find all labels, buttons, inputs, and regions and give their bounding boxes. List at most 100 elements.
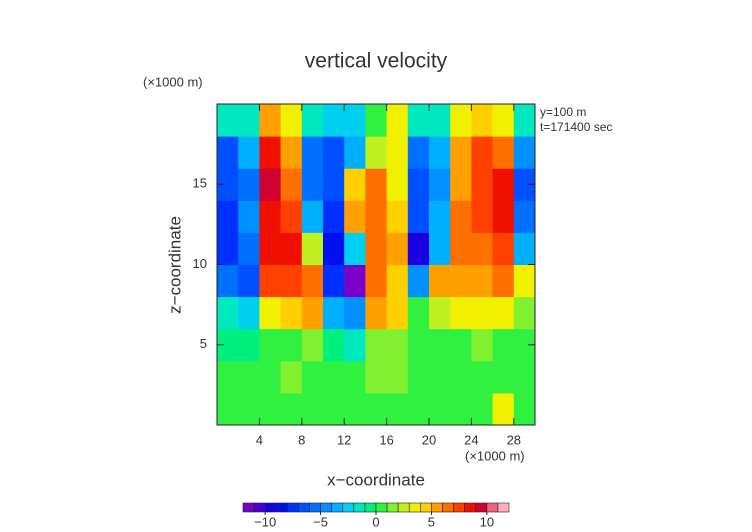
cell <box>344 200 366 233</box>
cell <box>238 296 260 330</box>
cell <box>323 264 345 298</box>
cell <box>513 392 536 426</box>
cell <box>301 200 324 233</box>
cell <box>301 392 324 426</box>
colorbar-box <box>375 502 388 513</box>
cell <box>386 232 409 265</box>
cell <box>429 392 451 426</box>
cell <box>344 360 366 394</box>
cell <box>280 264 303 298</box>
cell <box>301 168 324 201</box>
cell <box>492 328 515 362</box>
cell <box>280 328 303 362</box>
cell <box>280 232 303 265</box>
cell <box>492 360 515 394</box>
cell <box>238 136 260 169</box>
cell <box>492 264 515 298</box>
cell <box>429 296 451 330</box>
cell <box>217 392 239 426</box>
cell <box>471 392 494 426</box>
colorbar-box <box>242 502 255 513</box>
cell <box>386 136 409 169</box>
cell <box>492 200 515 233</box>
cell <box>280 360 303 394</box>
cell <box>344 264 366 298</box>
colorbar-box <box>497 502 510 513</box>
cell <box>217 328 239 362</box>
cell <box>471 136 494 169</box>
cell <box>471 360 494 394</box>
colorbar-box <box>397 502 410 513</box>
x-tick-label: 16 <box>379 432 393 447</box>
cell <box>492 232 515 265</box>
cell <box>365 168 388 201</box>
cell <box>429 200 451 233</box>
cell <box>386 392 409 426</box>
cell <box>365 232 388 265</box>
cell <box>323 232 345 265</box>
cell <box>217 232 239 265</box>
cell <box>492 136 515 169</box>
colorbar-box <box>331 502 344 513</box>
x-tick-label: 8 <box>298 432 305 447</box>
colorbar-box <box>386 502 399 513</box>
cell <box>450 328 472 362</box>
cell <box>471 200 494 233</box>
cell <box>450 232 472 265</box>
cell <box>471 264 494 298</box>
cell <box>259 168 282 201</box>
cell <box>429 104 451 137</box>
cell <box>259 296 282 330</box>
cell <box>301 296 324 330</box>
colorbar-box <box>320 502 332 513</box>
cell <box>301 264 324 298</box>
cell <box>492 296 515 330</box>
cell <box>238 264 260 298</box>
cell <box>259 264 282 298</box>
x-axis-label: x−coordinate <box>327 470 425 489</box>
cell <box>259 328 282 362</box>
cell <box>280 200 303 233</box>
colorbar-tick-label: 10 <box>480 514 494 529</box>
colorbar-box <box>408 502 421 513</box>
cell <box>513 360 536 394</box>
cell <box>429 360 451 394</box>
cell <box>513 104 536 137</box>
cell <box>238 328 260 362</box>
cell <box>365 328 388 362</box>
colorbar-box <box>420 502 432 513</box>
cell <box>259 360 282 394</box>
cell <box>429 264 451 298</box>
cell <box>344 136 366 169</box>
cell <box>344 392 366 426</box>
x-tick-label: 4 <box>256 432 263 447</box>
cell <box>407 392 430 426</box>
cell <box>323 360 345 394</box>
colorbar-box <box>364 502 377 513</box>
cell <box>238 168 260 201</box>
cell <box>365 360 388 394</box>
x-tick-label: 28 <box>507 432 521 447</box>
cell <box>344 232 366 265</box>
colorbar-box <box>342 502 355 513</box>
cell <box>450 296 472 330</box>
cell <box>450 264 472 298</box>
colorbar-box <box>287 502 299 513</box>
colorbar-tick-label: −10 <box>254 514 276 529</box>
y-tick-label: 15 <box>193 176 207 191</box>
cell <box>407 136 430 169</box>
x-unit: (×1000 m) <box>465 448 525 463</box>
cell <box>471 168 494 201</box>
colorbar-box <box>264 502 277 513</box>
cell <box>217 104 239 137</box>
cell <box>471 296 494 330</box>
cell <box>238 104 260 137</box>
cell <box>513 264 536 298</box>
colorbar-box <box>309 502 321 513</box>
cell <box>450 136 472 169</box>
cell <box>301 232 324 265</box>
colorbar-tick-label: 0 <box>372 514 379 529</box>
colorbar-box <box>442 502 454 513</box>
colorbar-box <box>486 502 499 513</box>
